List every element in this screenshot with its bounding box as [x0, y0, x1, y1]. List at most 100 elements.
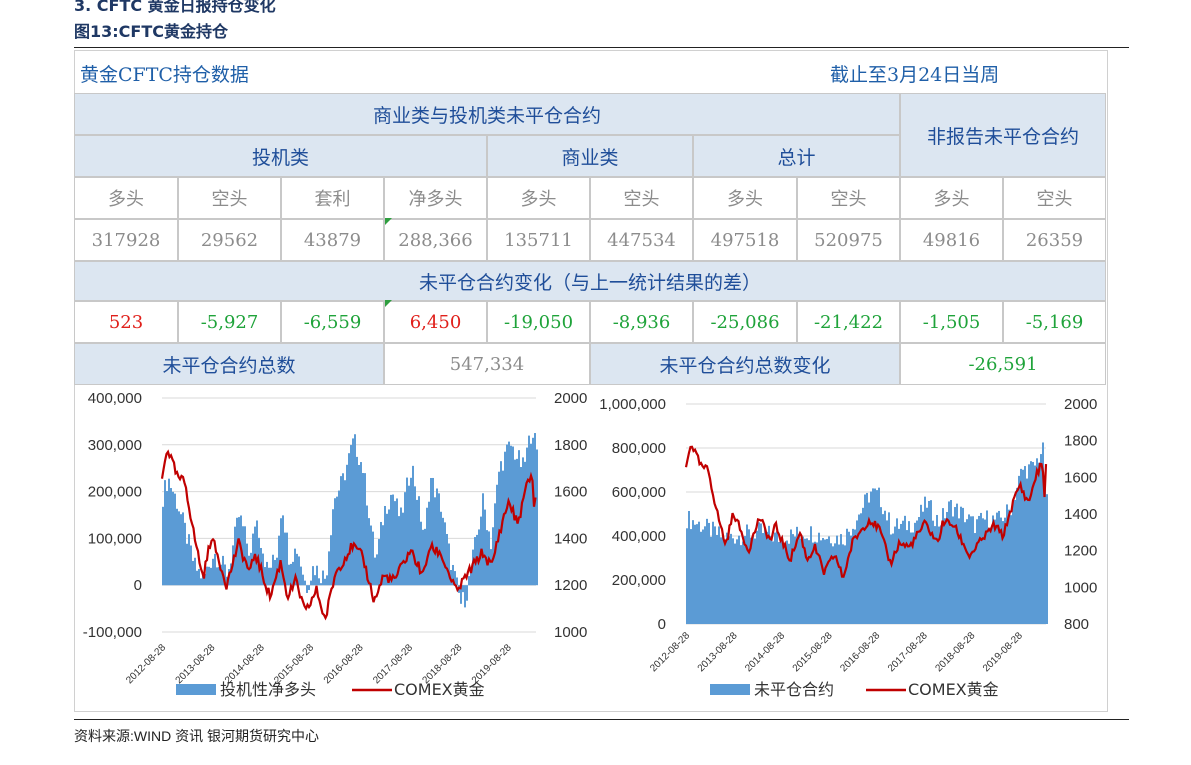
subheader-cell: 多头 [487, 177, 590, 219]
bar [1018, 475, 1020, 624]
bar [936, 514, 938, 624]
bar [420, 521, 422, 586]
bar [204, 573, 206, 586]
bar [944, 518, 946, 624]
bar [940, 525, 942, 624]
bar [180, 514, 182, 586]
bar [964, 522, 966, 624]
bar [410, 477, 412, 586]
bar [414, 486, 416, 586]
bar [296, 553, 298, 586]
bar [1042, 442, 1044, 624]
bar [904, 515, 906, 624]
bar [980, 512, 982, 624]
y-left-tick-label: 0 [658, 616, 666, 633]
bar [702, 529, 704, 624]
bar [708, 522, 710, 624]
bar [830, 543, 832, 624]
bar [840, 534, 842, 624]
bar [818, 532, 820, 624]
bar [778, 542, 780, 624]
bar [1046, 494, 1048, 624]
subheader-cell: 空头 [797, 177, 900, 219]
bar [700, 531, 702, 624]
bar [328, 551, 330, 586]
y-right-tick-label: 1600 [554, 484, 587, 501]
bar [946, 512, 948, 624]
bar [422, 529, 424, 586]
bar [768, 525, 770, 624]
bar [262, 553, 264, 586]
bar [784, 544, 786, 624]
bar [300, 566, 302, 586]
bar [756, 530, 758, 624]
bar [498, 471, 500, 586]
bar [392, 494, 394, 586]
open-interest-chart: 1,000,000800,000600,000400,000200,000020… [592, 386, 1104, 708]
bar [854, 529, 856, 624]
bar [340, 476, 342, 586]
bar [324, 578, 326, 586]
bar [864, 494, 866, 624]
bar [366, 505, 368, 586]
bar [412, 465, 414, 586]
bar [318, 578, 320, 586]
bar [360, 462, 362, 586]
bar [320, 583, 322, 586]
bar [238, 517, 240, 586]
bar [804, 538, 806, 624]
bar [782, 544, 784, 624]
bar [788, 543, 790, 624]
change-cell: -6,559 [281, 301, 384, 343]
total-value: 547,334 [384, 343, 590, 385]
x-tick-label: 2013-08-28 [696, 630, 740, 674]
bar [306, 585, 308, 593]
bar [728, 536, 730, 624]
change-cell: -19,050 [487, 301, 590, 343]
bar [994, 519, 996, 624]
bar [314, 575, 316, 586]
y-right-tick-label: 1800 [554, 437, 587, 454]
bar [956, 503, 958, 624]
legend-label: COMEX黄金 [908, 680, 999, 699]
bar [742, 541, 744, 624]
bar [780, 537, 782, 624]
bar [812, 542, 814, 624]
bar [334, 498, 336, 586]
value-cell: 26359 [1003, 219, 1106, 261]
bar [504, 451, 506, 586]
bar [290, 563, 292, 586]
bar [802, 536, 804, 624]
bar [906, 530, 908, 624]
bar [934, 526, 936, 624]
bar [722, 534, 724, 624]
bar [838, 544, 840, 624]
bar [1026, 478, 1028, 624]
bar [716, 534, 718, 624]
bar [292, 561, 294, 586]
bar [844, 545, 846, 624]
legend-label: 投机性净多头 [220, 680, 316, 699]
bar [1030, 461, 1032, 624]
y-left-tick-label: 300,000 [88, 437, 142, 454]
y-left-tick-label: -100,000 [83, 624, 142, 641]
bar [760, 523, 762, 624]
bar [440, 511, 442, 586]
bar [482, 493, 484, 586]
bar [806, 538, 808, 624]
y-left-tick-label: 600,000 [612, 484, 666, 501]
change-cell: -5,927 [178, 301, 281, 343]
bar [948, 501, 950, 624]
value-cell: 317928 [74, 219, 178, 261]
bar [1004, 517, 1006, 624]
bar [698, 521, 700, 624]
bar [390, 494, 392, 586]
bar [354, 434, 356, 586]
bar [382, 525, 384, 586]
bar [526, 447, 528, 586]
group-nonreportable-header: 非报告未平仓合约 [900, 93, 1106, 177]
bar [434, 497, 436, 586]
bar [172, 491, 174, 586]
bar [346, 464, 348, 586]
x-tick-label: 2016-08-28 [838, 630, 882, 674]
